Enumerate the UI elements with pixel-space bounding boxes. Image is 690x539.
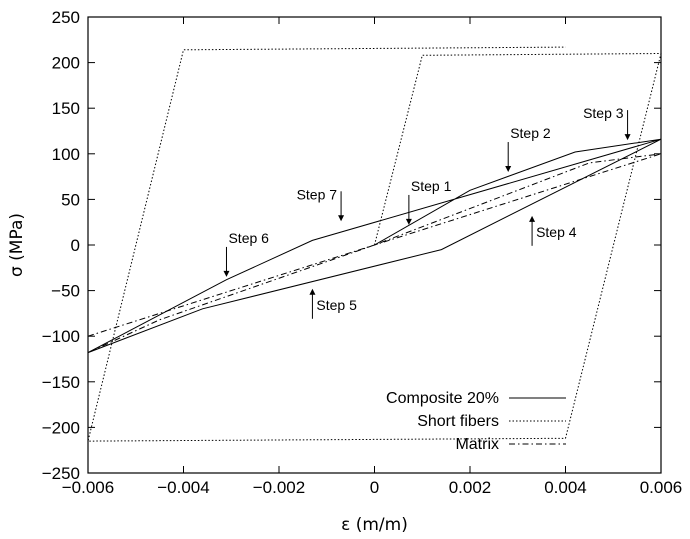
- step-annotation-5: Step 5: [309, 288, 357, 319]
- series-line-2: [87, 46, 662, 442]
- y-axis-label: σ (MPa): [7, 213, 27, 277]
- step-annotation-7: Step 7: [297, 186, 345, 222]
- x-tick-label: −0.002: [253, 478, 305, 497]
- annotation-label: Step 1: [411, 178, 452, 194]
- annotation-arrowhead: [529, 215, 536, 222]
- series-line-3: [87, 153, 662, 354]
- legend-label: Composite 20%: [386, 390, 499, 407]
- step-annotation-2: Step 2: [505, 125, 551, 173]
- y-tick-label: 100: [52, 145, 80, 164]
- y-tick-label: 250: [52, 8, 80, 27]
- legend-entry-2: Short fibers: [417, 413, 566, 430]
- step-annotation-6: Step 6: [223, 230, 269, 277]
- annotation-label: Step 6: [228, 230, 269, 246]
- annotation-label: Step 2: [510, 125, 551, 141]
- y-tick-label: −200: [42, 418, 80, 437]
- step-annotation-1: Step 1: [405, 178, 452, 225]
- legend-entry-1: Composite 20%: [386, 390, 566, 407]
- y-tick-label: 150: [52, 99, 80, 118]
- y-tick-label: 200: [52, 54, 80, 73]
- legend-label: Short fibers: [417, 413, 499, 430]
- annotation-label: Step 4: [536, 224, 577, 240]
- legend: Composite 20% Short fibers Matrix: [386, 390, 566, 453]
- x-tick-label: 0.004: [544, 478, 587, 497]
- annotation-label: Step 3: [583, 105, 624, 121]
- y-tick-label: −100: [42, 327, 80, 346]
- x-tick-label: −0.006: [62, 478, 114, 497]
- y-tick-label: −250: [42, 464, 80, 483]
- annotation-arrowhead: [223, 270, 230, 277]
- annotation-arrowhead: [309, 288, 316, 295]
- annotations: Step 1 Step 2 Step 3 Step 4 Step 5 Step 6 Step…: [223, 105, 631, 319]
- y-tick-label: 0: [71, 236, 80, 255]
- x-tick-label: 0.002: [449, 478, 492, 497]
- annotation-label: Step 5: [316, 297, 357, 313]
- y-tick-label: −50: [51, 282, 80, 301]
- annotation-label: Step 7: [297, 186, 338, 202]
- series-layer: [87, 46, 662, 442]
- x-tick-label: 0.006: [640, 478, 683, 497]
- annotation-arrowhead: [505, 166, 512, 173]
- series-line-1: [87, 138, 662, 354]
- x-tick-label: 0: [370, 478, 379, 497]
- step-annotation-3: Step 3: [583, 105, 631, 141]
- x-axis-label: ε (m/m): [341, 515, 408, 535]
- y-tick-label: 50: [61, 190, 80, 209]
- legend-label: Matrix: [455, 436, 499, 453]
- annotation-arrowhead: [624, 134, 631, 141]
- annotation-arrowhead: [405, 218, 412, 225]
- x-tick-label: −0.004: [157, 478, 209, 497]
- step-annotation-4: Step 4: [529, 215, 577, 246]
- annotation-arrowhead: [338, 215, 345, 222]
- y-tick-label: −150: [42, 373, 80, 392]
- legend-entry-3: Matrix: [455, 436, 566, 453]
- ticks: −0.006 −0.004 −0.002 0 0.002 0.004 0.006 −250 −2…: [42, 8, 683, 497]
